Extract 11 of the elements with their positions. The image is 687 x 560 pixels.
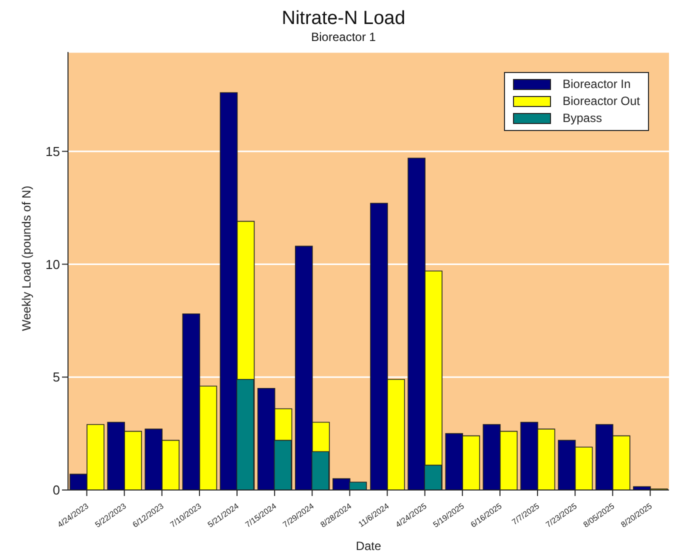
legend-label: Bioreactor Out <box>562 93 640 110</box>
x-axis-title: Date <box>356 539 382 553</box>
y-tick-label: 15 <box>46 144 60 159</box>
y-axis-title: Weekly Load (pounds of N) <box>19 186 34 331</box>
y-tick-label: 0 <box>52 482 60 498</box>
chart-subtitle: Bioreactor 1 <box>310 30 377 44</box>
y-tick-label: 5 <box>52 370 60 385</box>
legend-label: Bypass <box>562 110 602 127</box>
y-tick-label: 10 <box>46 256 60 272</box>
legend-label: Bioreactor In <box>562 76 631 93</box>
chart-title: Nitrate-N Load <box>280 8 406 30</box>
